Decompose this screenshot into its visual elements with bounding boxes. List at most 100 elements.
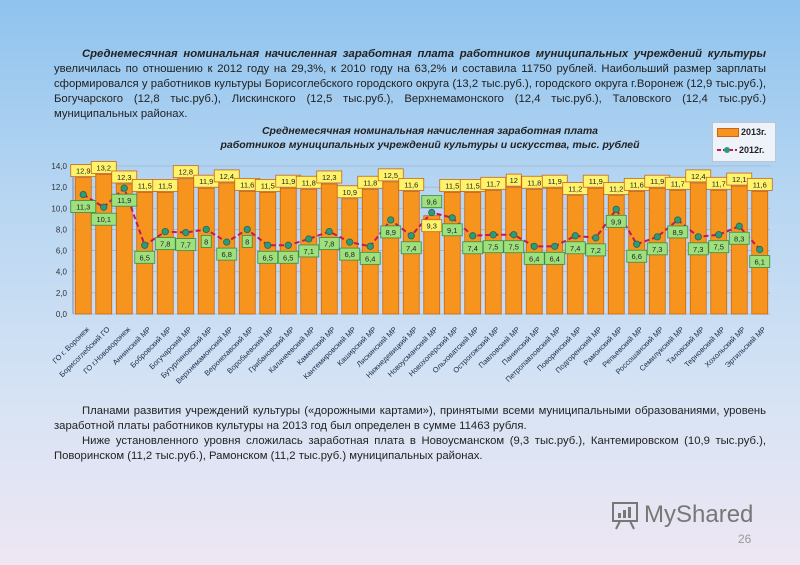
data-label-2012: 7,5 xyxy=(509,243,519,252)
bar-2013 xyxy=(443,192,461,315)
data-label-2012: 11,3 xyxy=(76,203,90,212)
data-label-2013: 11,5 xyxy=(158,181,172,190)
data-label-2013: 11,9 xyxy=(589,177,603,186)
data-label-2012: 6,8 xyxy=(345,250,355,259)
data-label-2013: 11,9 xyxy=(281,177,295,186)
data-label-2013: 11,5 xyxy=(445,181,459,190)
data-label-2013: 9,3 xyxy=(427,222,437,231)
legend-label-2012: 2012г. xyxy=(739,145,765,155)
point-2012 xyxy=(694,233,702,241)
data-label-2012-box xyxy=(111,193,138,207)
bar-2013 xyxy=(607,195,625,315)
point-2012 xyxy=(182,229,190,237)
data-label-2013: 12,5 xyxy=(383,171,398,180)
data-label-2013-box xyxy=(377,168,404,182)
data-label-2012: 8,3 xyxy=(734,234,744,243)
data-label-2012: 6,5 xyxy=(283,253,293,262)
data-label-2012-box xyxy=(175,238,197,252)
data-label-2012: 7,3 xyxy=(652,245,662,254)
data-label-2013: 11,6 xyxy=(753,180,767,189)
data-label-2013-box xyxy=(582,174,609,188)
data-label-2013-box xyxy=(505,173,522,187)
y-tick-label: 6,0 xyxy=(56,247,68,256)
data-label-2012-box xyxy=(134,250,156,264)
data-label-2013-box xyxy=(336,185,363,199)
data-label-2012: 7,4 xyxy=(570,244,580,253)
data-label-2012: 7,5 xyxy=(488,243,498,252)
data-label-2012: 8,9 xyxy=(673,228,683,237)
point-2012 xyxy=(674,216,682,224)
data-label-2012-box xyxy=(339,247,361,261)
data-label-2013-box xyxy=(421,219,443,233)
data-label-2012-box xyxy=(277,250,299,264)
data-label-2012: 6,8 xyxy=(222,250,232,259)
data-label-2013: 11,9 xyxy=(199,177,213,186)
data-label-2012: 7,4 xyxy=(406,244,416,253)
point-2012 xyxy=(428,208,436,217)
data-label-2012-box xyxy=(646,242,668,256)
data-label-2012: 8 xyxy=(245,237,249,246)
data-label-2012-box xyxy=(380,225,402,239)
point-2012 xyxy=(243,225,251,234)
data-label-2013-box xyxy=(480,176,507,190)
data-label-2013: 12 xyxy=(510,176,518,185)
data-label-2013-box xyxy=(398,177,425,191)
data-label-2013: 12,1 xyxy=(732,175,747,184)
data-label-2012: 6,5 xyxy=(140,253,150,262)
data-label-2013: 11,9 xyxy=(650,177,664,186)
data-label-2013: 11,6 xyxy=(404,180,418,189)
y-tick-label: 4,0 xyxy=(56,268,68,277)
data-label-2012-box xyxy=(257,250,279,264)
data-label-2012-box xyxy=(708,240,730,254)
legend-item-2012: 2012г. xyxy=(713,141,775,159)
data-label-2013: 12,4 xyxy=(691,172,706,181)
data-label-2013: 10,9 xyxy=(342,188,357,197)
data-label-2012-box xyxy=(400,241,422,255)
data-label-2012-box xyxy=(667,225,689,239)
data-label-2012-box xyxy=(687,242,709,256)
data-label-2012-box xyxy=(585,243,607,257)
data-label-2013: 11,7 xyxy=(671,179,685,188)
data-label-2012-box xyxy=(626,249,648,263)
data-label-2013-box xyxy=(685,169,712,183)
data-label-2013: 11,8 xyxy=(363,178,377,187)
point-2012 xyxy=(530,242,538,250)
outro-text-2: Ниже установленного уровня сложилась зар… xyxy=(54,435,766,462)
data-label-2012-box xyxy=(216,247,238,261)
data-label-2012-box xyxy=(728,231,750,245)
data-label-2012-box xyxy=(90,212,117,226)
data-label-2012-box xyxy=(482,240,504,254)
bar-2013 xyxy=(546,187,564,315)
data-label-2012-box xyxy=(749,255,771,268)
bar-2013 xyxy=(156,192,174,315)
data-label-2013-box xyxy=(357,175,384,189)
data-label-2012-box xyxy=(462,241,484,255)
legend-label-2013: 2013г. xyxy=(741,127,767,137)
presentation-board-icon xyxy=(612,502,638,530)
data-label-2012-box xyxy=(241,235,253,248)
data-label-2012: 6,5 xyxy=(263,253,273,262)
data-label-2013: 11,5 xyxy=(138,181,152,190)
point-2012 xyxy=(284,241,292,249)
outro-paragraphs: Планами развития учреждений культуры («д… xyxy=(54,404,766,464)
point-2012 xyxy=(387,216,395,224)
y-tick-label: 8,0 xyxy=(56,225,68,234)
chart-legend: 2013г. 2012г. xyxy=(712,122,776,162)
data-label-2013-box xyxy=(541,174,568,188)
chart-title-line1: Среднемесячная номинальная начисленная з… xyxy=(261,125,599,137)
point-2012 xyxy=(510,231,518,239)
data-label-2013: 12,4 xyxy=(219,172,234,181)
point-2012 xyxy=(551,242,559,250)
data-label-2013-box xyxy=(152,179,179,192)
page-number: 26 xyxy=(738,532,752,546)
data-label-2012: 7,1 xyxy=(304,247,314,256)
bar-2013 xyxy=(382,181,400,315)
data-label-2013: 11,9 xyxy=(548,177,562,186)
data-label-2012-box xyxy=(200,235,212,248)
data-label-2012-box xyxy=(318,237,340,250)
data-label-2013: 11,5 xyxy=(261,181,275,190)
chart-title: Среднемесячная номинальная начисленная з… xyxy=(200,124,660,152)
data-label-2012: 6,4 xyxy=(550,254,560,263)
data-label-2012: 7,8 xyxy=(324,240,334,249)
data-label-2012: 9,6 xyxy=(427,198,437,207)
